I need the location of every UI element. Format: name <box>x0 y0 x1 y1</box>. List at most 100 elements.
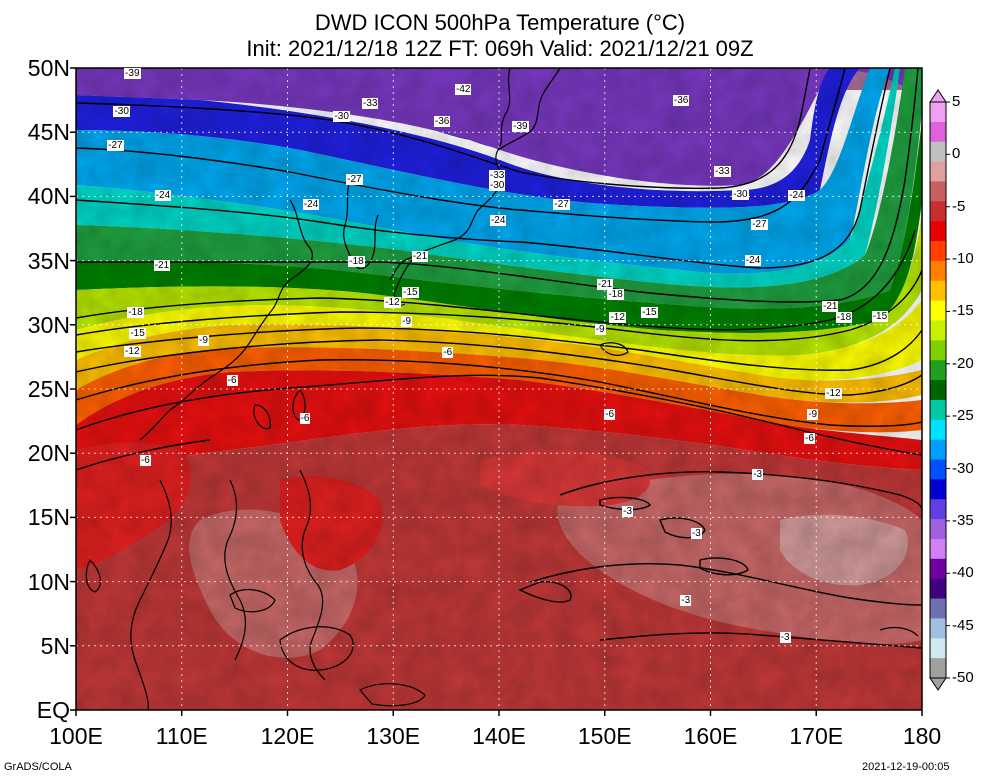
contour-label: -24 <box>489 214 507 226</box>
colorbar-swatch <box>930 578 946 600</box>
contour-label: -6 <box>299 412 311 424</box>
colorbar-swatch <box>930 201 946 222</box>
latitude-label: 40N <box>27 183 70 210</box>
colorbar-swatch <box>930 181 946 202</box>
latitude-label: 45N <box>27 119 70 146</box>
isotherm-line <box>518 581 572 603</box>
contour-label: -6 <box>139 454 151 466</box>
colorbar-swatch <box>930 419 946 441</box>
contour-label: -30 <box>488 180 506 192</box>
colorbar-swatch <box>930 380 946 401</box>
contour-label: -3 <box>779 632 791 644</box>
colorbar-swatch <box>930 141 946 163</box>
coastline <box>279 626 354 671</box>
latitude-label: 50N <box>27 55 70 81</box>
longitude-label: 130E <box>366 723 421 749</box>
colorbar-swatch <box>930 439 946 461</box>
colorbar-label: -45 <box>952 616 974 634</box>
latitude-label: 15N <box>27 504 70 531</box>
colorbar-swatch <box>930 459 946 480</box>
contour-label: -30 <box>333 110 350 122</box>
latitude-label: EQ <box>36 697 70 723</box>
colorbar-swatch <box>930 399 946 421</box>
longitude-label: 150E <box>577 723 632 749</box>
colorbar-swatch <box>930 658 946 679</box>
contour-label: -27 <box>107 140 124 152</box>
contour-label: -30 <box>732 189 749 201</box>
isotherm-line <box>659 517 706 539</box>
isotherm-line <box>699 557 749 576</box>
coastline <box>879 626 919 637</box>
contour-label: -9 <box>594 323 606 335</box>
footer-timestamp: 2021-12-19-00:05 <box>862 761 950 773</box>
isotherm-line <box>599 496 651 511</box>
coastline <box>139 199 313 441</box>
isotherm-line <box>559 471 922 511</box>
contour-label: -42 <box>455 83 472 95</box>
latitude-label: 25N <box>27 376 70 402</box>
contour-label: -6 <box>226 375 238 387</box>
contour-label: -18 <box>607 289 624 301</box>
contour-label: -21 <box>596 278 614 290</box>
contour-label: -12 <box>825 388 842 400</box>
colorbar-swatch <box>930 121 946 143</box>
colorbar-bottom-arrow <box>929 677 947 691</box>
coastline <box>292 389 306 421</box>
contour-label: -36 <box>433 115 451 127</box>
colorbar-label: -10 <box>952 250 974 268</box>
colorbar-swatch <box>930 260 946 282</box>
isotherm-line <box>76 374 922 456</box>
isotherm-line <box>76 68 919 303</box>
coastline <box>497 68 561 151</box>
contour-label: -12 <box>124 345 141 357</box>
longitude-label: 160E <box>683 723 738 749</box>
longitude-label: 170E <box>789 723 844 749</box>
colorbar-label: -35 <box>952 511 974 529</box>
coastline <box>224 479 246 661</box>
contour-label: -9 <box>198 335 209 347</box>
colorbar-swatch <box>930 102 946 123</box>
contour-label: -15 <box>402 286 419 298</box>
coastline <box>299 469 326 681</box>
coastline <box>253 404 271 430</box>
colorbar-label: -50 <box>952 669 974 686</box>
isotherm-line <box>76 327 922 371</box>
colorbar-label: -25 <box>952 407 974 425</box>
contour-label: -18 <box>348 255 365 267</box>
contour-label: -9 <box>807 408 819 420</box>
colorbar-label: -20 <box>952 354 974 372</box>
colorbar-swatch <box>930 360 946 381</box>
isotherm-line <box>76 68 811 189</box>
chart-title: DWD ICON 500hPa Temperature (°C) <box>314 10 686 35</box>
colorbar-label: -5 <box>952 197 966 215</box>
latitude-label: 35N <box>27 247 70 274</box>
colorbar-swatch <box>930 320 946 341</box>
contour-label: -6 <box>804 433 815 445</box>
latitude-label: 5N <box>40 632 70 659</box>
colorbar-swatch <box>930 538 946 560</box>
colorbar-label: 5 <box>952 93 961 110</box>
latitude-label: 10N <box>27 568 70 595</box>
colorbar-label: 0 <box>952 145 961 163</box>
contour-label: -15 <box>871 311 889 323</box>
colorbar-swatch <box>930 519 946 540</box>
coastline <box>359 683 426 707</box>
contour-label: -3 <box>622 506 634 518</box>
contour-label: -12 <box>609 312 626 324</box>
contour-label: -24 <box>744 254 762 266</box>
colorbar <box>929 89 950 691</box>
colorbar-outline <box>929 101 947 679</box>
contour-label: -3 <box>752 469 764 481</box>
colorbar-swatch <box>930 598 946 619</box>
contour-label: -39 <box>124 68 141 79</box>
contour-label: -6 <box>442 347 454 359</box>
isotherm-line <box>599 632 922 649</box>
colorbar-swatch <box>930 479 946 500</box>
contour-label: -21 <box>821 300 839 312</box>
longitude-label: 100E <box>49 723 103 749</box>
colorbar-swatch <box>930 638 946 659</box>
contour-label: -18 <box>835 312 853 324</box>
contour-label: -36 <box>672 95 690 107</box>
latitude-label: 30N <box>27 311 70 338</box>
